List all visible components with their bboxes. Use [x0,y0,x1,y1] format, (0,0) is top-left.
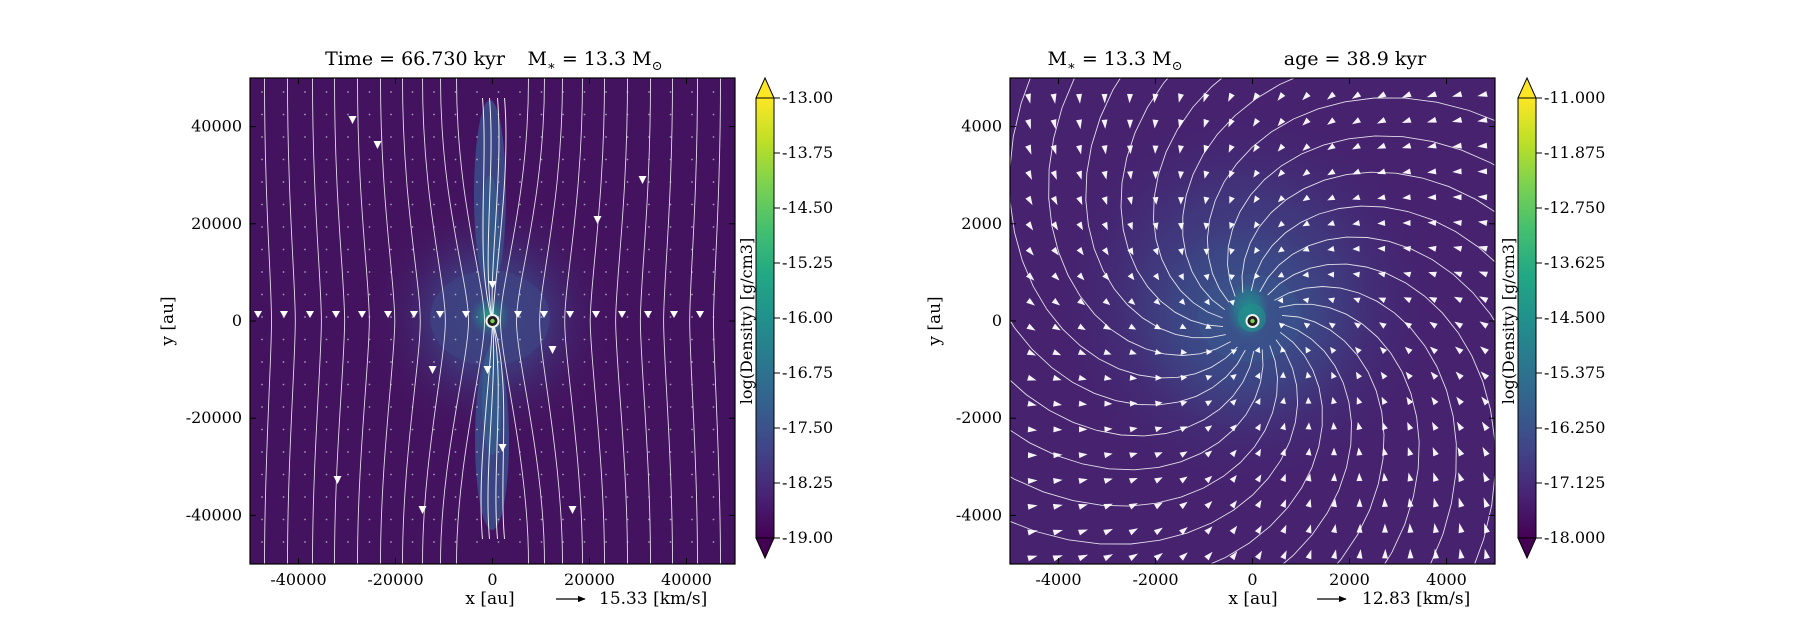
right-xtick-label: -2000 [1132,570,1178,589]
left-colorbar-tick: -15.25 [782,253,833,272]
right-colorbar-tick: -17.125 [1544,473,1605,492]
left-xlabel: x [au] [465,589,514,609]
right-colorbar-tick: -13.625 [1544,253,1605,272]
right-velocity-field [1025,91,1490,562]
left-velocity-key-label: 15.33 [km/s] [599,589,707,609]
left-colorbar-tick: -17.50 [782,418,833,437]
left-xtick-label: -40000 [270,570,326,589]
right-title-mass: M∗ = 13.3 M⊙ [1047,48,1182,74]
right-ytick-label: -4000 [956,505,1002,524]
left-velocity-key: 15.33 [km/s] [556,589,707,609]
right-panel: M∗ = 13.3 M⊙ age = 38.9 kyr -4000 -2000 0 2… [925,48,1605,609]
right-ytick-label: -2000 [956,408,1002,427]
left-ytick-label: -20000 [186,408,242,427]
left-density-map [250,78,735,564]
right-colorbar-tick: -11.000 [1544,88,1605,107]
right-ytick-label: 0 [992,311,1002,330]
right-colorbar-tick: -16.250 [1544,418,1605,437]
right-colorbar-tick: -14.500 [1544,308,1605,327]
left-ytick-label: 40000 [191,117,242,136]
left-colorbar-label: log(Density) [g/cm3] [737,238,756,404]
right-xtick-label: 2000 [1329,570,1370,589]
right-colorbar-tick: -12.750 [1544,198,1605,217]
left-xtick-label: 40000 [661,570,712,589]
right-colorbar-tick: -18.000 [1544,528,1605,547]
right-ytick-label: 2000 [961,214,1002,233]
left-ytick-label: -40000 [186,505,242,524]
right-xlabel: x [au] [1228,589,1277,609]
left-xtick-label: 0 [487,570,497,589]
left-colorbar-tick: -18.25 [782,473,833,492]
right-xtick-label: -4000 [1035,570,1081,589]
left-colorbar-tick: -16.75 [782,363,833,382]
left-axis-ticks: -40000 -20000 0 20000 40000 40000 20000 0 -20000… [186,78,735,589]
left-ytick-label: 20000 [191,214,242,233]
right-ylabel: y [au] [925,296,945,346]
right-colorbar: -11.000 -11.875 -12.750 -13.625 -14.500 -15.3… [1499,76,1605,560]
right-colorbar-tick: -11.875 [1544,143,1605,162]
right-ytick-label: 4000 [961,117,1002,136]
left-velocity-field [261,91,715,543]
right-xtick-label: 0 [1247,570,1257,589]
left-ytick-label: 0 [232,311,242,330]
left-title-mass: M∗ = 13.3 M⊙ [527,48,662,74]
right-title-age: age = 38.9 kyr [1284,48,1427,70]
right-xtick-label: 4000 [1426,570,1467,589]
left-streamlines [254,78,721,564]
left-colorbar: -13.00 -13.75 -14.50 -15.25 -16.00 -16.75 -17.… [737,76,833,560]
right-velocity-key: 12.83 [km/s] [1317,589,1470,609]
right-colorbar-tick: -15.375 [1544,363,1605,382]
right-colorbar-label: log(Density) [g/cm3] [1499,238,1518,404]
right-streamlines [1010,78,1495,564]
left-colorbar-tick: -14.50 [782,198,833,217]
right-density-map [1010,78,1495,564]
left-colorbar-tick: -13.75 [782,143,833,162]
left-ylabel: y [au] [158,296,178,346]
left-colorbar-tick: -16.00 [782,308,833,327]
left-title-time: Time = 66.730 kyr [325,48,506,70]
left-colorbar-tick: -13.00 [782,88,833,107]
left-xtick-label: 20000 [564,570,615,589]
right-axis-ticks: -4000 -2000 0 2000 4000 4000 2000 0 -2000 -4000 [956,78,1495,589]
left-panel: Time = 66.730 kyr M∗ = 13.3 M⊙ -40000 -20… [158,48,833,609]
left-colorbar-tick: -19.00 [782,528,833,547]
left-xtick-label: -20000 [367,570,423,589]
right-velocity-key-label: 12.83 [km/s] [1362,589,1470,609]
